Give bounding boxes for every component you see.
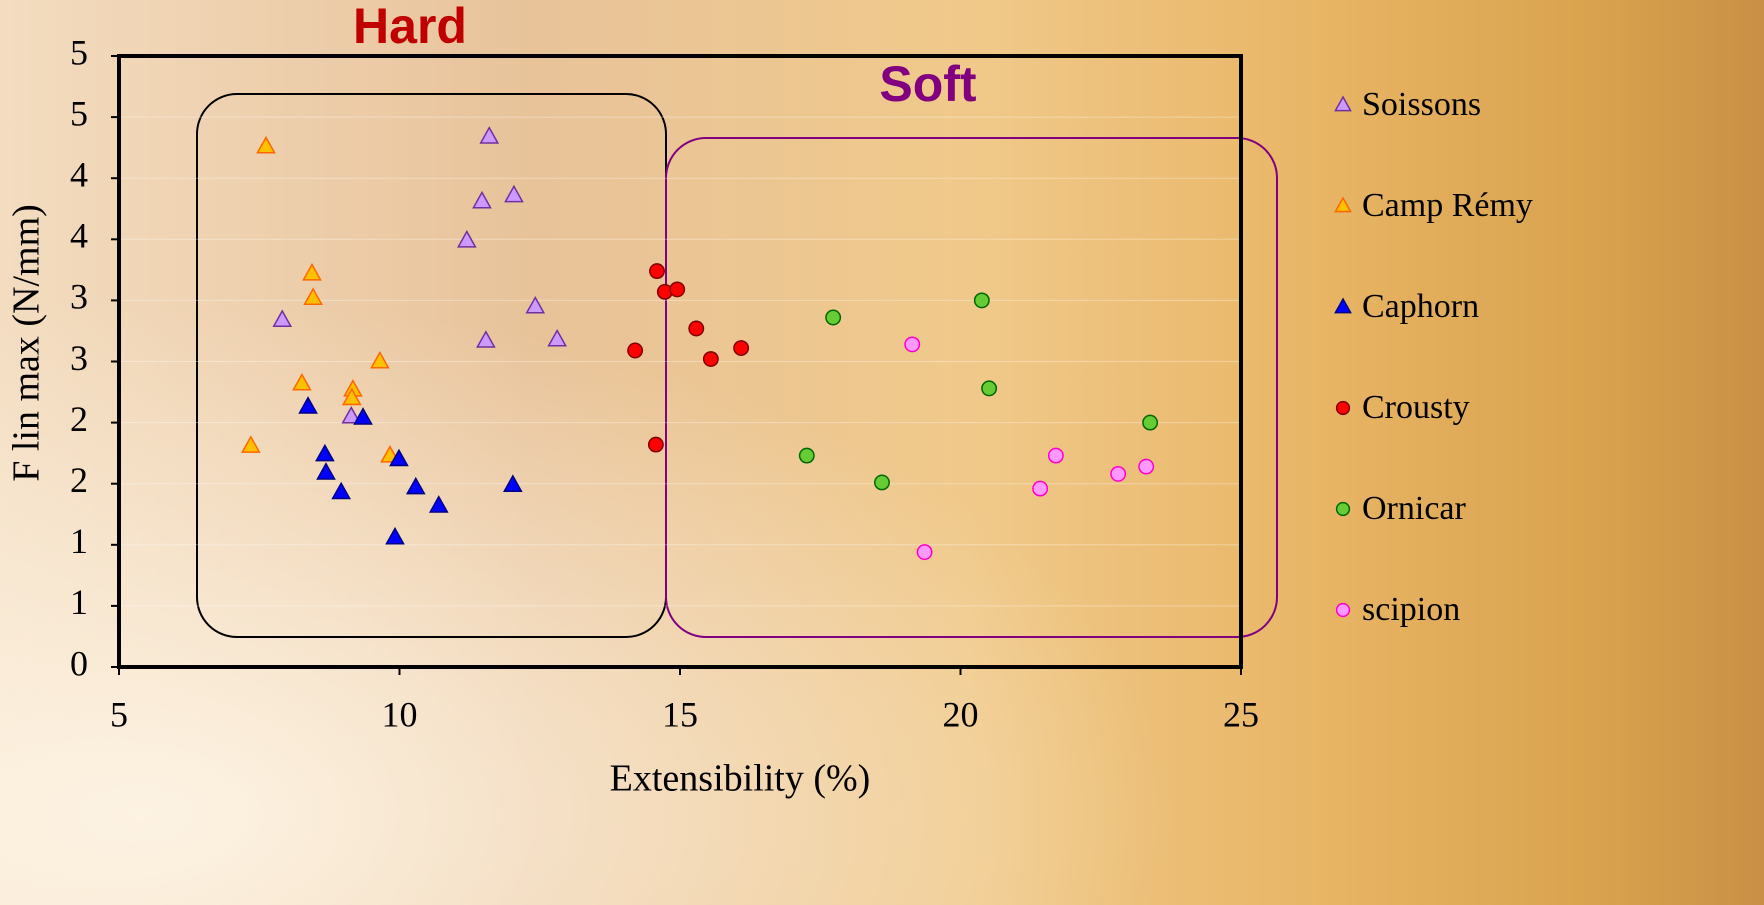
chart: Hard Soft Extensibility (%) F lin max (N… [0,0,1764,905]
data-point [386,528,403,543]
data-point [689,321,703,335]
data-point [628,343,642,357]
legend-label: scipion [1362,591,1460,628]
data-point [527,298,544,313]
data-point [303,265,320,280]
data-point [505,186,522,201]
data-point [305,289,322,304]
data-point [430,497,447,512]
data-point [1033,481,1047,495]
y-tick-label: 4 [70,154,88,194]
data-point [333,483,350,498]
data-point [800,448,814,462]
data-point [477,332,494,347]
data-point [481,128,498,143]
legend-marker [1337,604,1350,617]
soft-label: Soft [879,56,977,112]
hard-label: Hard [353,0,467,54]
data-point [670,282,684,296]
data-point [704,352,718,366]
legend-label: Ornicar [1362,490,1467,527]
data-point [317,464,334,479]
y-tick-label: 4 [70,216,88,256]
data-point [293,374,310,389]
data-point [826,310,840,324]
legend-label: Soissons [1362,86,1481,123]
data-point [407,478,424,493]
y-tick-label: 1 [70,521,88,561]
data-point [300,398,317,413]
y-tick-label: 2 [70,460,88,500]
data-point [875,475,889,489]
data-point [1111,467,1125,481]
legend-marker [1337,402,1350,415]
x-axis-title: Extensibility (%) [610,758,871,800]
legend-label: Crousty [1362,389,1470,426]
legend-marker [1335,198,1350,212]
legend-marker [1335,97,1350,111]
data-point [473,192,490,207]
data-point [1139,459,1153,473]
data-point [242,437,259,452]
data-point [649,437,663,451]
x-tick-label: 25 [1223,694,1259,734]
x-tick-label: 10 [382,694,418,734]
legend-label: Caphorn [1362,288,1479,325]
legend-marker [1337,503,1350,516]
legend-label: Camp Rémy [1362,187,1533,224]
hard-region [197,94,666,637]
data-point [274,311,291,326]
y-tick-label: 5 [70,93,88,133]
data-point [734,341,748,355]
data-point [975,293,989,307]
x-tick-label: 20 [943,694,979,734]
legend-marker [1335,299,1350,313]
y-tick-label: 3 [70,277,88,317]
x-tick-label: 5 [110,694,128,734]
y-tick-label: 1 [70,582,88,622]
data-point [917,545,931,559]
data-point [316,445,333,460]
data-point [549,331,566,346]
data-point [1049,448,1063,462]
data-point [257,137,274,152]
data-point [650,264,664,278]
data-point [982,381,996,395]
y-tick-label: 5 [70,32,88,72]
y-axis-title: F lin max (N/mm) [6,204,48,482]
y-tick-label: 0 [70,643,88,683]
y-tick-label: 3 [70,338,88,378]
data-point [905,337,919,351]
soft-region [666,138,1277,637]
y-tick-label: 2 [70,399,88,439]
x-tick-label: 15 [662,694,698,734]
data-point [1143,415,1157,429]
data-point [371,353,388,368]
